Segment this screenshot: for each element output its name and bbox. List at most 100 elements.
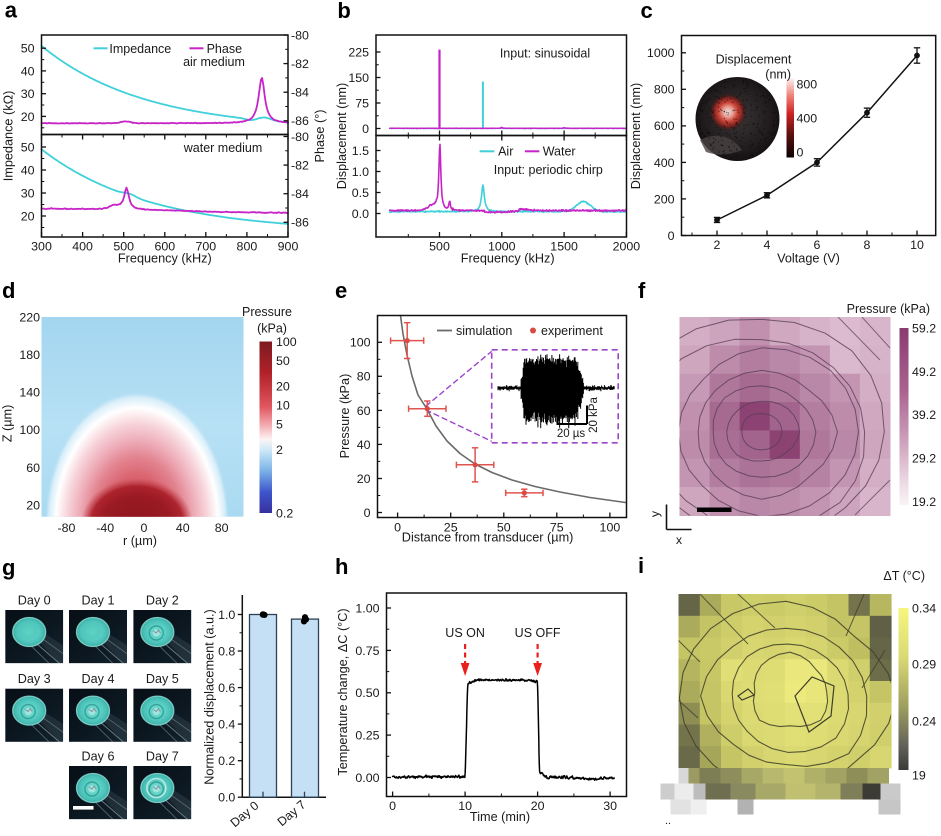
svg-text:40: 40 bbox=[21, 64, 35, 78]
svg-text:0.8: 0.8 bbox=[218, 644, 235, 658]
svg-text:-80: -80 bbox=[57, 521, 75, 535]
svg-text:Air: Air bbox=[498, 144, 513, 158]
svg-text:39.2: 39.2 bbox=[912, 408, 936, 422]
svg-text:Day 6: Day 6 bbox=[82, 750, 115, 764]
svg-text:59.2: 59.2 bbox=[912, 322, 936, 336]
svg-text:6: 6 bbox=[814, 238, 821, 252]
svg-text:Day 2: Day 2 bbox=[146, 594, 179, 608]
svg-text:US OFF: US OFF bbox=[515, 626, 561, 640]
svg-text:Pressure: Pressure bbox=[242, 305, 292, 319]
svg-text:80: 80 bbox=[215, 521, 229, 535]
svg-text:1.5: 1.5 bbox=[352, 144, 369, 158]
svg-text:75: 75 bbox=[355, 96, 369, 110]
svg-text:20: 20 bbox=[531, 799, 545, 813]
svg-text:0.6: 0.6 bbox=[218, 681, 235, 695]
svg-text:600: 600 bbox=[654, 119, 675, 133]
svg-text:simulation: simulation bbox=[456, 324, 512, 338]
svg-text:0.75: 0.75 bbox=[355, 644, 379, 658]
svg-text:Impedance: Impedance bbox=[109, 42, 171, 56]
svg-text:150: 150 bbox=[348, 71, 369, 85]
svg-text:0: 0 bbox=[362, 122, 369, 136]
svg-text:..: .. bbox=[665, 815, 671, 827]
svg-text:Voltage (V): Voltage (V) bbox=[777, 252, 840, 266]
svg-text:500: 500 bbox=[113, 240, 134, 254]
svg-text:0: 0 bbox=[394, 521, 401, 535]
svg-text:40: 40 bbox=[357, 438, 371, 452]
svg-text:-40: -40 bbox=[96, 521, 114, 535]
svg-text:Pressure (kPa): Pressure (kPa) bbox=[338, 374, 352, 459]
svg-text:20: 20 bbox=[276, 379, 290, 393]
svg-text:0.0: 0.0 bbox=[352, 207, 369, 221]
svg-text:1500: 1500 bbox=[550, 240, 578, 254]
svg-text:400: 400 bbox=[654, 156, 675, 170]
svg-text:Phase: Phase bbox=[207, 42, 242, 56]
svg-text:Input: periodic chirp: Input: periodic chirp bbox=[494, 163, 603, 177]
svg-text:400: 400 bbox=[797, 112, 818, 126]
svg-text:30: 30 bbox=[603, 799, 617, 813]
svg-text:10: 10 bbox=[910, 238, 924, 252]
svg-text:100: 100 bbox=[276, 335, 297, 349]
svg-text:0.00: 0.00 bbox=[355, 771, 379, 785]
svg-text:2000: 2000 bbox=[613, 240, 641, 254]
svg-text:Phase (°): Phase (°) bbox=[313, 109, 327, 162]
svg-text:0.25: 0.25 bbox=[355, 729, 379, 743]
svg-text:60: 60 bbox=[357, 404, 371, 418]
svg-text:20 µs: 20 µs bbox=[557, 428, 586, 440]
svg-text:10: 10 bbox=[276, 398, 290, 412]
svg-text:g: g bbox=[2, 555, 15, 580]
svg-text:0.50: 0.50 bbox=[355, 686, 379, 700]
svg-text:0.4: 0.4 bbox=[218, 718, 235, 732]
svg-text:800: 800 bbox=[237, 240, 258, 254]
svg-text:1.00: 1.00 bbox=[355, 601, 379, 615]
svg-text:49.2: 49.2 bbox=[912, 365, 936, 379]
svg-text:20: 20 bbox=[357, 472, 371, 486]
svg-text:-84: -84 bbox=[291, 187, 309, 201]
svg-text:r (µm): r (µm) bbox=[123, 534, 157, 548]
svg-text:50: 50 bbox=[276, 354, 290, 368]
svg-text:Displacement: Displacement bbox=[716, 52, 792, 66]
svg-text:Pressure (kPa): Pressure (kPa) bbox=[847, 302, 930, 316]
svg-text:-82: -82 bbox=[291, 57, 309, 71]
svg-text:Input: sinusoidal: Input: sinusoidal bbox=[500, 47, 590, 61]
svg-text:29.2: 29.2 bbox=[912, 452, 936, 466]
svg-text:900: 900 bbox=[278, 240, 299, 254]
svg-text:Impedance (kΩ): Impedance (kΩ) bbox=[2, 91, 16, 182]
svg-text:600: 600 bbox=[154, 240, 175, 254]
svg-text:experiment: experiment bbox=[541, 324, 603, 338]
svg-text:220: 220 bbox=[19, 310, 40, 324]
svg-text:19.2: 19.2 bbox=[912, 495, 936, 509]
svg-text:(nm): (nm) bbox=[765, 68, 791, 82]
svg-text:800: 800 bbox=[797, 77, 818, 91]
svg-text:0: 0 bbox=[668, 229, 675, 243]
svg-text:Displacement (nm): Displacement (nm) bbox=[629, 83, 643, 189]
svg-text:air medium: air medium bbox=[183, 55, 245, 69]
svg-text:e: e bbox=[335, 278, 347, 303]
svg-text:-82: -82 bbox=[291, 159, 309, 173]
svg-text:800: 800 bbox=[654, 83, 675, 97]
svg-text:40: 40 bbox=[21, 163, 35, 177]
svg-text:400: 400 bbox=[72, 240, 93, 254]
svg-text:0: 0 bbox=[389, 799, 396, 813]
svg-text:1.0: 1.0 bbox=[352, 165, 369, 179]
svg-text:100: 100 bbox=[350, 336, 371, 350]
svg-text:water medium: water medium bbox=[183, 141, 263, 155]
svg-text:Day 0: Day 0 bbox=[18, 594, 51, 608]
svg-text:30: 30 bbox=[21, 186, 35, 200]
svg-text:h: h bbox=[335, 554, 348, 579]
svg-text:0.34: 0.34 bbox=[912, 602, 936, 616]
svg-text:ΔT (°C): ΔT (°C) bbox=[883, 569, 925, 583]
svg-text:50: 50 bbox=[497, 521, 511, 535]
svg-text:(kPa): (kPa) bbox=[257, 322, 287, 336]
svg-text:60: 60 bbox=[26, 461, 40, 475]
svg-text:Distance from transducer (µm): Distance from transducer (µm) bbox=[402, 530, 574, 544]
svg-text:c: c bbox=[641, 0, 653, 23]
svg-text:Normalized displacement (a.u.): Normalized displacement (a.u.) bbox=[203, 609, 217, 785]
svg-text:-80: -80 bbox=[291, 28, 309, 42]
svg-text:180: 180 bbox=[19, 348, 40, 362]
svg-text:-86: -86 bbox=[291, 216, 309, 230]
svg-text:-80: -80 bbox=[291, 130, 309, 144]
svg-text:Day 1: Day 1 bbox=[82, 594, 115, 608]
svg-text:y: y bbox=[648, 510, 662, 517]
svg-text:500: 500 bbox=[429, 240, 450, 254]
svg-text:50: 50 bbox=[21, 140, 35, 154]
